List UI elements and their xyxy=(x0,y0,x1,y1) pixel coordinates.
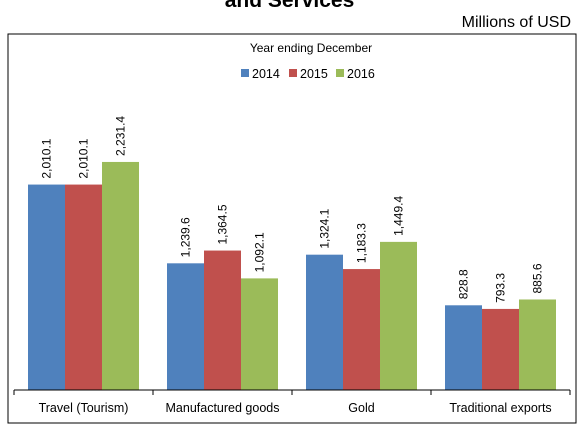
category-label-2: Gold xyxy=(348,401,374,415)
x-axis-ticks xyxy=(13,390,571,395)
bar-2016-1 xyxy=(241,278,278,390)
legend-label-2016: 2016 xyxy=(347,67,375,81)
data-label-2016-2: 1,449.4 xyxy=(392,196,406,236)
chart-frame xyxy=(7,33,577,424)
units-label: Millions of USD xyxy=(461,14,571,31)
bar-2015-3 xyxy=(482,308,519,390)
legend-label-2015: 2015 xyxy=(300,67,328,81)
value-labels: 2,010.1 2,010.1 2,231.4 1,239.6 1,364.5 1,092… xyxy=(40,116,545,303)
data-label-2015-3: 793.3 xyxy=(494,273,508,303)
bar-2014-2 xyxy=(306,254,343,390)
data-label-2016-0: 2,231.4 xyxy=(114,116,128,156)
bars xyxy=(28,161,556,390)
bar-2015-1 xyxy=(204,250,241,390)
category-labels: Travel (Tourism) Manufactured goods Gold Tr… xyxy=(39,401,552,415)
legend: 2014 2015 2016 xyxy=(241,67,375,81)
data-label-2014-1: 1,239.6 xyxy=(179,217,193,257)
data-label-2015-2: 1,183.3 xyxy=(355,223,369,263)
bar-2014-1 xyxy=(167,263,204,390)
chart-title: and Services xyxy=(224,0,355,12)
legend-swatch-2014 xyxy=(241,69,249,77)
data-label-2014-3: 828.8 xyxy=(457,269,471,299)
data-label-2015-0: 2,010.1 xyxy=(77,138,91,178)
data-label-2014-0: 2,010.1 xyxy=(40,138,54,178)
legend-label-2014: 2014 xyxy=(252,67,280,81)
category-label-1: Manufactured goods xyxy=(166,401,280,415)
data-label-2016-3: 885.6 xyxy=(531,263,545,293)
legend-swatch-2016 xyxy=(336,69,344,77)
bar-2016-0 xyxy=(102,161,139,390)
category-label-0: Travel (Tourism) xyxy=(39,401,129,415)
data-label-2016-1: 1,092.1 xyxy=(253,232,267,272)
bar-2015-2 xyxy=(343,269,380,390)
data-label-2014-2: 1,324.1 xyxy=(318,208,332,248)
legend-swatch-2015 xyxy=(289,69,297,77)
bar-2014-3 xyxy=(445,305,482,390)
bar-2016-2 xyxy=(380,241,417,390)
bar-2014-0 xyxy=(28,184,65,390)
category-label-3: Traditional exports xyxy=(449,401,551,415)
data-label-2015-1: 1,364.5 xyxy=(216,204,230,244)
bar-2016-3 xyxy=(519,299,556,390)
chart-subtitle: Year ending December xyxy=(250,41,372,55)
bar-2015-0 xyxy=(65,184,102,390)
